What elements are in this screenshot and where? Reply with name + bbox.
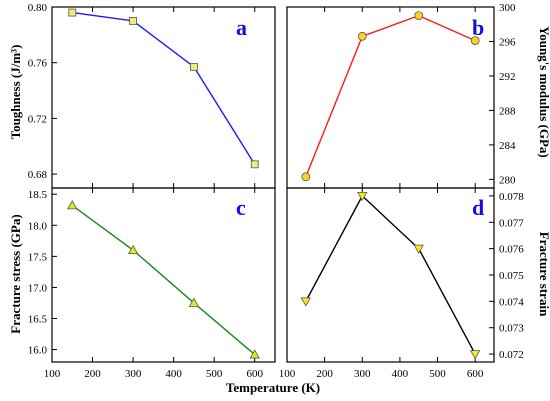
data-point-d-0 bbox=[300, 297, 312, 307]
data-point-c-1 bbox=[127, 244, 139, 255]
y-tick-label-b-0: 280 bbox=[499, 174, 516, 186]
data-point-a-3 bbox=[250, 160, 259, 169]
y-tick-label-a-2: 0.76 bbox=[28, 58, 48, 70]
y-tick-label-d-0: 0.072 bbox=[499, 349, 524, 361]
data-point-c-3 bbox=[249, 349, 260, 359]
x-tick-label-d-4: 500 bbox=[429, 368, 446, 380]
y-tick-label-c-0: 16.0 bbox=[28, 345, 48, 357]
x-tick-label-c-2: 300 bbox=[125, 368, 142, 380]
y-tick-label-b-4: 296 bbox=[499, 36, 516, 48]
x-tick-label-c-0: 100 bbox=[44, 368, 61, 380]
y-tick-label-a-1: 0.72 bbox=[28, 113, 47, 125]
y-tick-label-b-3: 292 bbox=[499, 71, 516, 83]
y-axis-label-d: Fracture strain bbox=[537, 232, 550, 317]
y-tick-label-b-2: 288 bbox=[499, 105, 516, 117]
panel-label-d: d bbox=[472, 195, 484, 220]
x-tick-label-c-3: 400 bbox=[165, 368, 182, 380]
panel-label-c: c bbox=[236, 195, 246, 220]
y-tick-label-d-4: 0.076 bbox=[499, 244, 524, 256]
x-tick-label-d-0: 100 bbox=[279, 368, 296, 380]
y-tick-label-c-3: 17.5 bbox=[28, 251, 48, 263]
x-tick-label-c-4: 500 bbox=[206, 368, 223, 380]
y-tick-label-b-1: 284 bbox=[499, 140, 516, 152]
data-point-d-2 bbox=[413, 244, 424, 254]
x-tick-label-c-5: 600 bbox=[246, 368, 263, 380]
panel-label-a: a bbox=[236, 15, 247, 40]
x-axis-label: Temperature (K) bbox=[226, 380, 320, 395]
series-line-a bbox=[72, 11, 256, 165]
series-line-c bbox=[71, 204, 256, 356]
y-tick-label-c-1: 16.5 bbox=[28, 314, 48, 326]
y-tick-label-c-4: 18.0 bbox=[28, 220, 48, 232]
data-point-b-2 bbox=[414, 11, 424, 21]
x-tick-label-d-5: 600 bbox=[467, 368, 484, 380]
y-tick-label-d-6: 0.078 bbox=[499, 191, 524, 203]
y-tick-label-d-3: 0.075 bbox=[499, 270, 524, 282]
y-tick-label-c-2: 17.0 bbox=[28, 282, 48, 294]
x-tick-label-d-2: 300 bbox=[354, 368, 371, 380]
x-tick-label-c-1: 200 bbox=[84, 368, 101, 380]
data-point-b-1 bbox=[357, 31, 367, 41]
y-axis-label-c: Fracture stress (GPa) bbox=[8, 214, 23, 333]
y-tick-label-a-0: 0.68 bbox=[28, 169, 48, 181]
data-point-c-2 bbox=[188, 297, 200, 307]
data-point-d-1 bbox=[357, 192, 368, 202]
x-tick-label-d-1: 200 bbox=[316, 368, 333, 380]
data-point-b-0 bbox=[301, 172, 311, 182]
data-point-b-3 bbox=[470, 36, 480, 46]
data-point-a-1 bbox=[129, 17, 137, 25]
y-tick-label-d-2: 0.074 bbox=[499, 296, 524, 308]
series-line-d bbox=[305, 194, 476, 355]
y-tick-label-c-5: 18.5 bbox=[28, 189, 48, 201]
y-axis-label-b: Young's modulus (GPa) bbox=[537, 26, 550, 157]
y-tick-label-d-5: 0.077 bbox=[499, 217, 524, 229]
data-point-d-3 bbox=[469, 350, 481, 360]
data-point-a-2 bbox=[190, 62, 198, 71]
y-tick-label-a-3: 0.80 bbox=[28, 2, 48, 14]
data-point-c-0 bbox=[67, 200, 78, 210]
data-point-a-0 bbox=[68, 8, 77, 17]
plot-frame-b bbox=[286, 6, 495, 189]
plot-frame-c bbox=[51, 187, 276, 363]
y-tick-label-b-5: 300 bbox=[499, 2, 516, 14]
series-line-b bbox=[305, 14, 476, 178]
y-axis-label-a: Toughness (J/m³) bbox=[8, 45, 23, 140]
y-tick-label-d-1: 0.073 bbox=[499, 323, 524, 335]
x-tick-label-d-3: 400 bbox=[392, 368, 409, 380]
plot-frame-d bbox=[286, 187, 495, 363]
panel-label-b: b bbox=[472, 15, 484, 40]
